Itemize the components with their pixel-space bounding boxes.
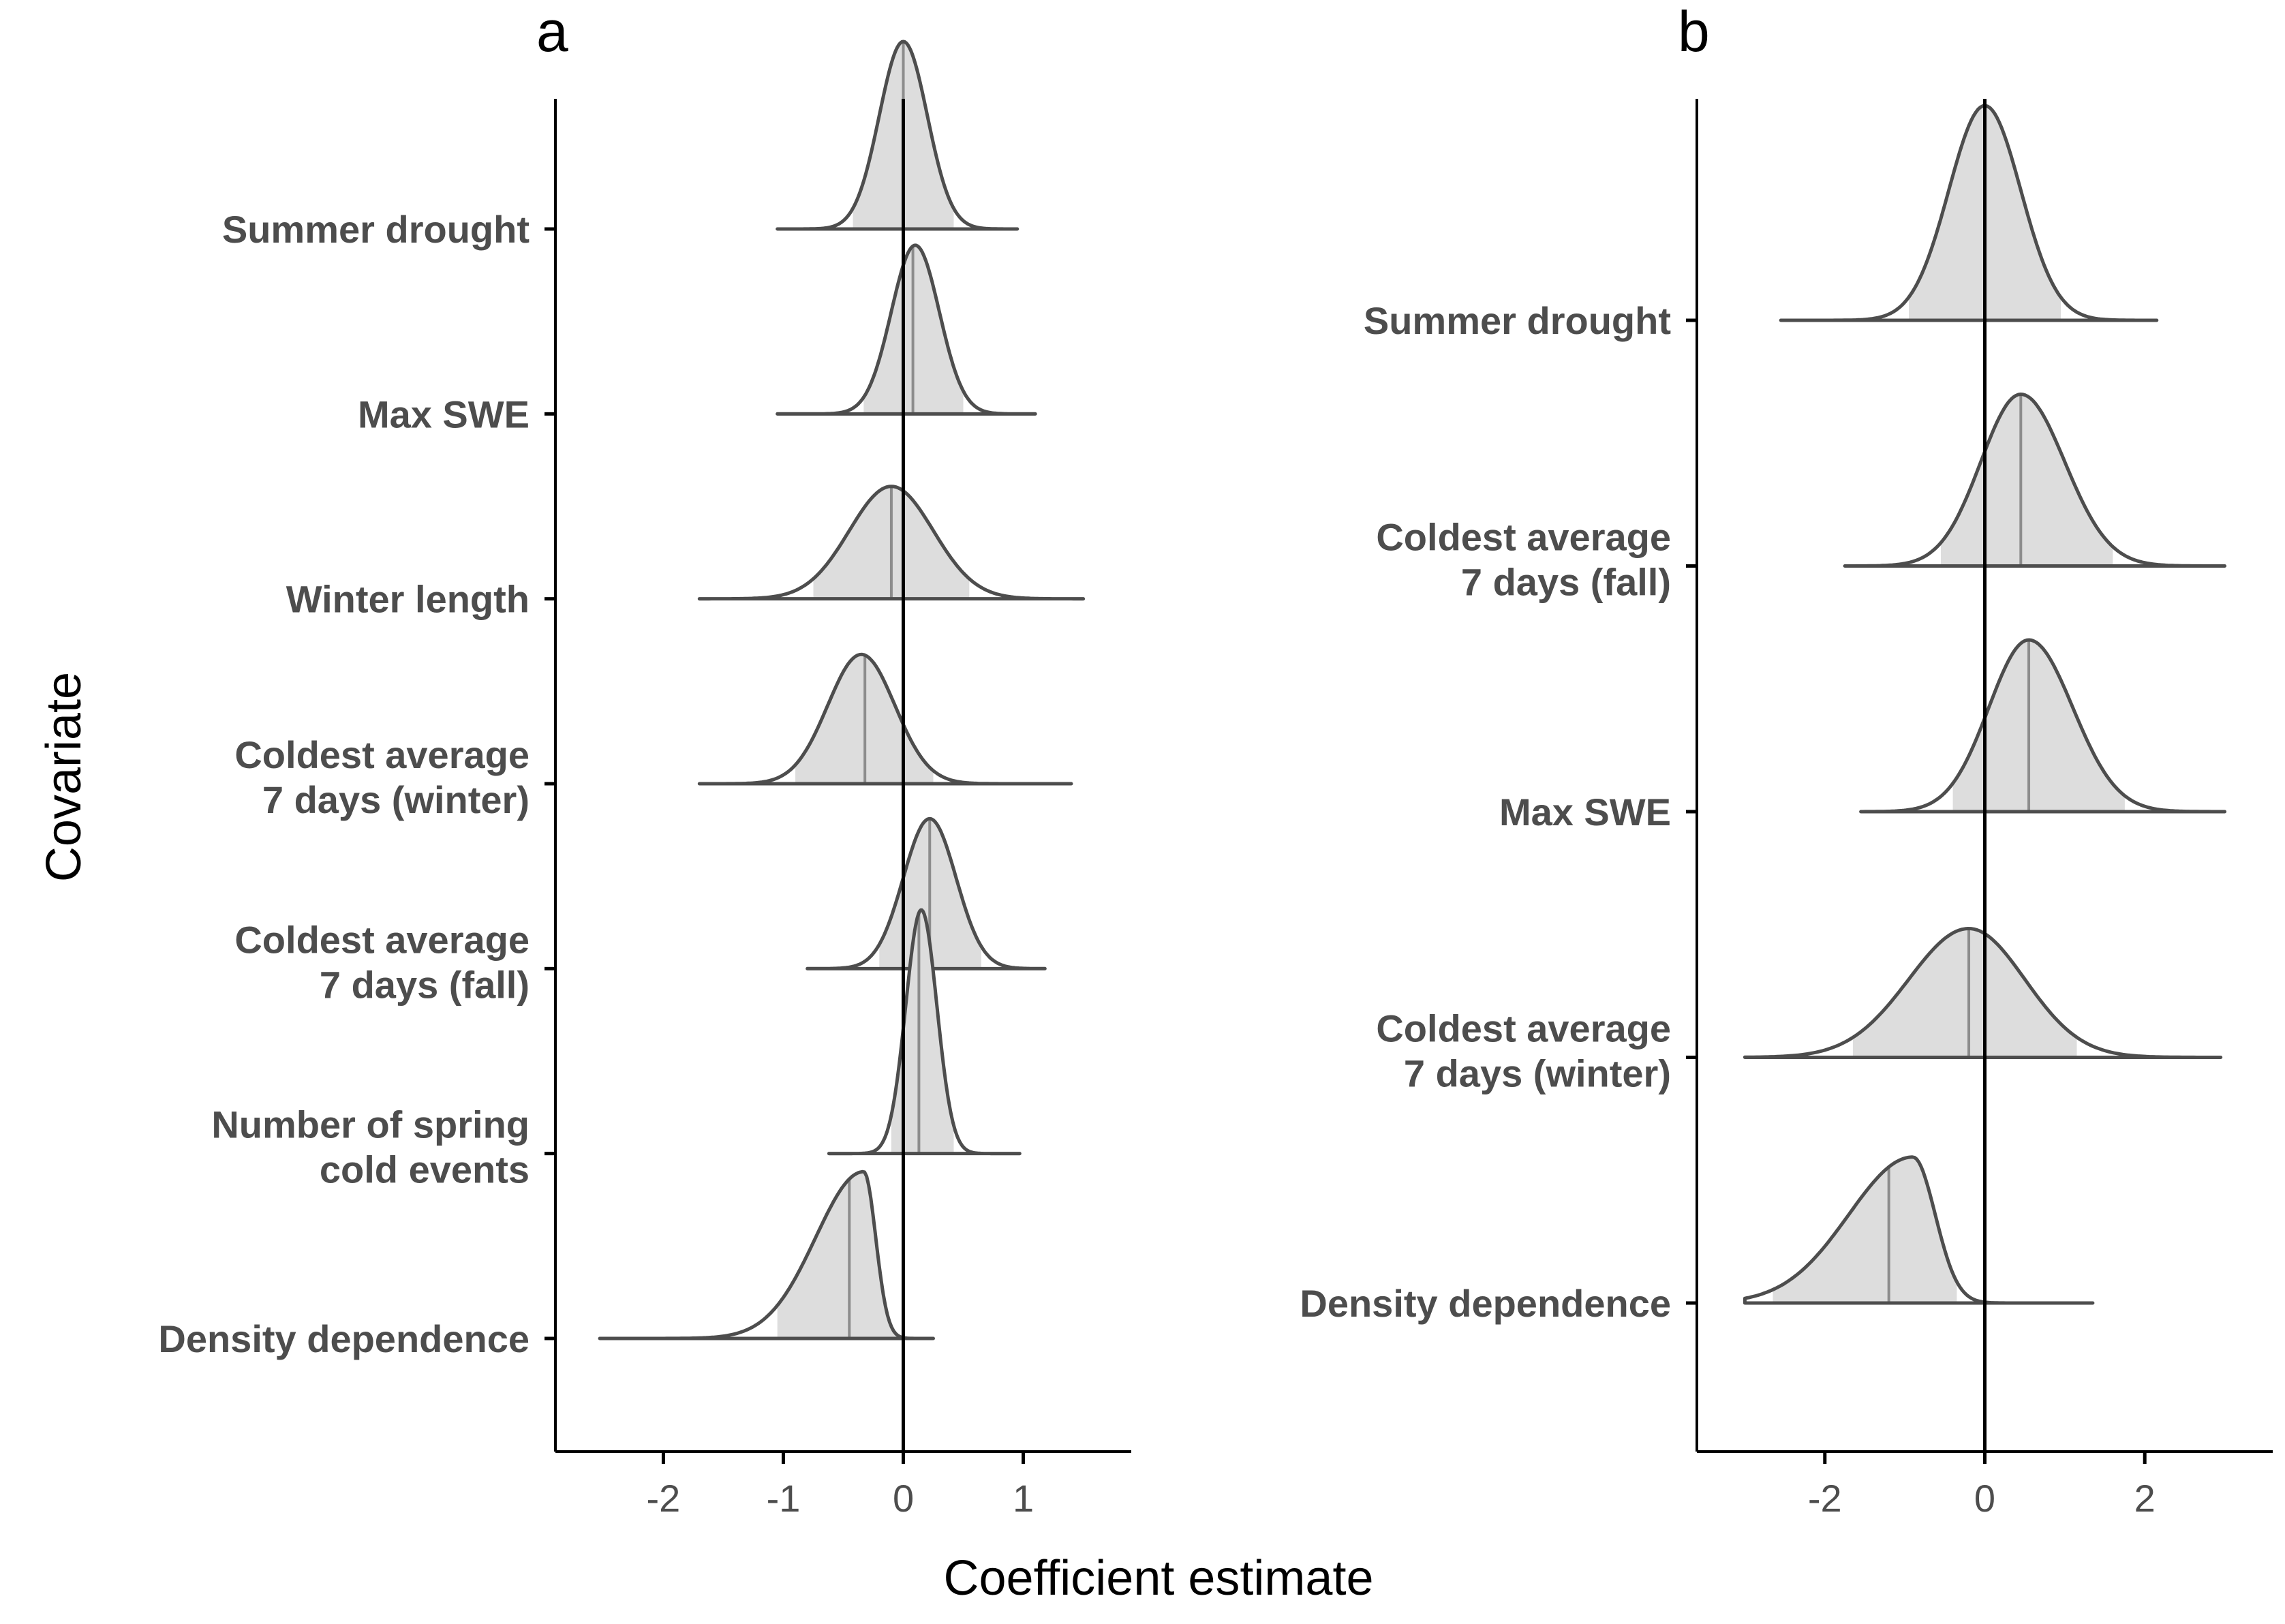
x-tick-label: -2 [647, 1477, 681, 1520]
y-category-label-line: Winter length [286, 578, 530, 621]
y-category-label-line: Coldest average [234, 918, 530, 961]
ridge-coldest-average-7-days-fall- [1843, 393, 2227, 568]
panel-tag-b: b [1678, 0, 1710, 63]
ridge-interval-fill [891, 910, 954, 1154]
ridge-interval-fill [1852, 928, 2077, 1058]
y-category-label: Coldest average 7 days (fall) [234, 918, 530, 1006]
ridge-summer-drought [1779, 104, 2159, 322]
y-category-label-line: 7 days (winter) [262, 778, 530, 821]
y-axis-title: Covariate [37, 672, 91, 882]
y-category-label: Coldest average 7 days (winter) [1376, 1007, 1671, 1095]
y-category-label-line: Coldest average [1376, 1007, 1671, 1050]
y-category-label: Max SWE [1499, 791, 1671, 833]
ridge-density-curve [697, 485, 1086, 601]
y-category-label-line: 7 days (winter) [1404, 1052, 1671, 1095]
ridge-winter-length [697, 485, 1086, 601]
panel-tag-a: a [536, 0, 568, 63]
y-category-label: Max SWE [358, 393, 530, 435]
y-category-label-line: Density dependence [158, 1317, 530, 1360]
y-category-label-line: 7 days (fall) [320, 963, 530, 1006]
ridge-density-curve [1743, 1155, 2095, 1305]
x-tick-label: 0 [893, 1477, 914, 1520]
ridge-interval-fill [1952, 640, 2125, 812]
y-category-label-line: Number of spring [211, 1103, 530, 1146]
ridge-density-curve [1779, 104, 2159, 322]
x-axis-title: Coefficient estimate [944, 1551, 1374, 1606]
y-category-label: Coldest average 7 days (fall) [1376, 516, 1671, 604]
ridge-density-curve [1843, 393, 2227, 568]
y-category-label-line: Max SWE [1499, 791, 1671, 833]
y-category-label-line: Max SWE [358, 393, 530, 435]
x-tick-label: 2 [2134, 1477, 2156, 1520]
ridge-density-curve [776, 243, 1037, 416]
ridge-density-curve [806, 816, 1047, 970]
ridge-density-dependence [1743, 1155, 2095, 1305]
y-category-label-line: Coldest average [1376, 516, 1671, 559]
y-category-label-line: cold events [320, 1148, 530, 1191]
panel-a: a -2 -1 0 1 Summer drought Max SWE Winter lengt… [158, 0, 1131, 1520]
y-category-label-line: Coldest average [234, 733, 530, 776]
y-category-label: Summer drought [222, 208, 530, 251]
y-category-label: Winter length [286, 578, 530, 621]
ridge-interval-fill [1941, 394, 2113, 566]
ridge-density-curve [697, 652, 1073, 786]
y-category-label-line: Summer drought [222, 208, 530, 251]
ridge-density-curve [827, 908, 1022, 1156]
ridge-interval-fill [1773, 1156, 1957, 1303]
y-category-label-line: Density dependence [1300, 1282, 1671, 1325]
ridge-density-curve [776, 40, 1019, 231]
ridge-interval-fill [777, 1171, 898, 1338]
y-category-label-line: Summer drought [1364, 299, 1671, 342]
y-category-label-line: 7 days (fall) [1461, 561, 1671, 604]
ridge-number-of-spring-cold-events [827, 908, 1022, 1156]
x-tick-label: -2 [1808, 1477, 1842, 1520]
y-category-label: Density dependence [158, 1317, 530, 1360]
ridge-density-curve [1859, 638, 2227, 814]
y-category-label: Number of spring cold events [211, 1103, 530, 1191]
ridge-summer-drought [776, 40, 1019, 231]
x-tick-label: 0 [1974, 1477, 1995, 1520]
ridge-max-swe [776, 243, 1037, 416]
x-tick-label: 1 [1013, 1477, 1034, 1520]
x-tick-label: -1 [767, 1477, 801, 1520]
ridge-density-dependence [598, 1169, 935, 1340]
y-category-label: Density dependence [1300, 1282, 1671, 1325]
ridge-density-curve [598, 1169, 935, 1340]
y-category-label: Summer drought [1364, 299, 1671, 342]
ridge-coldest-average-7-days-winter- [697, 652, 1073, 786]
ridge-max-swe [1859, 638, 2227, 814]
y-category-label: Coldest average 7 days (winter) [234, 733, 530, 821]
ridge-coldest-average-7-days-winter- [1743, 927, 2223, 1059]
